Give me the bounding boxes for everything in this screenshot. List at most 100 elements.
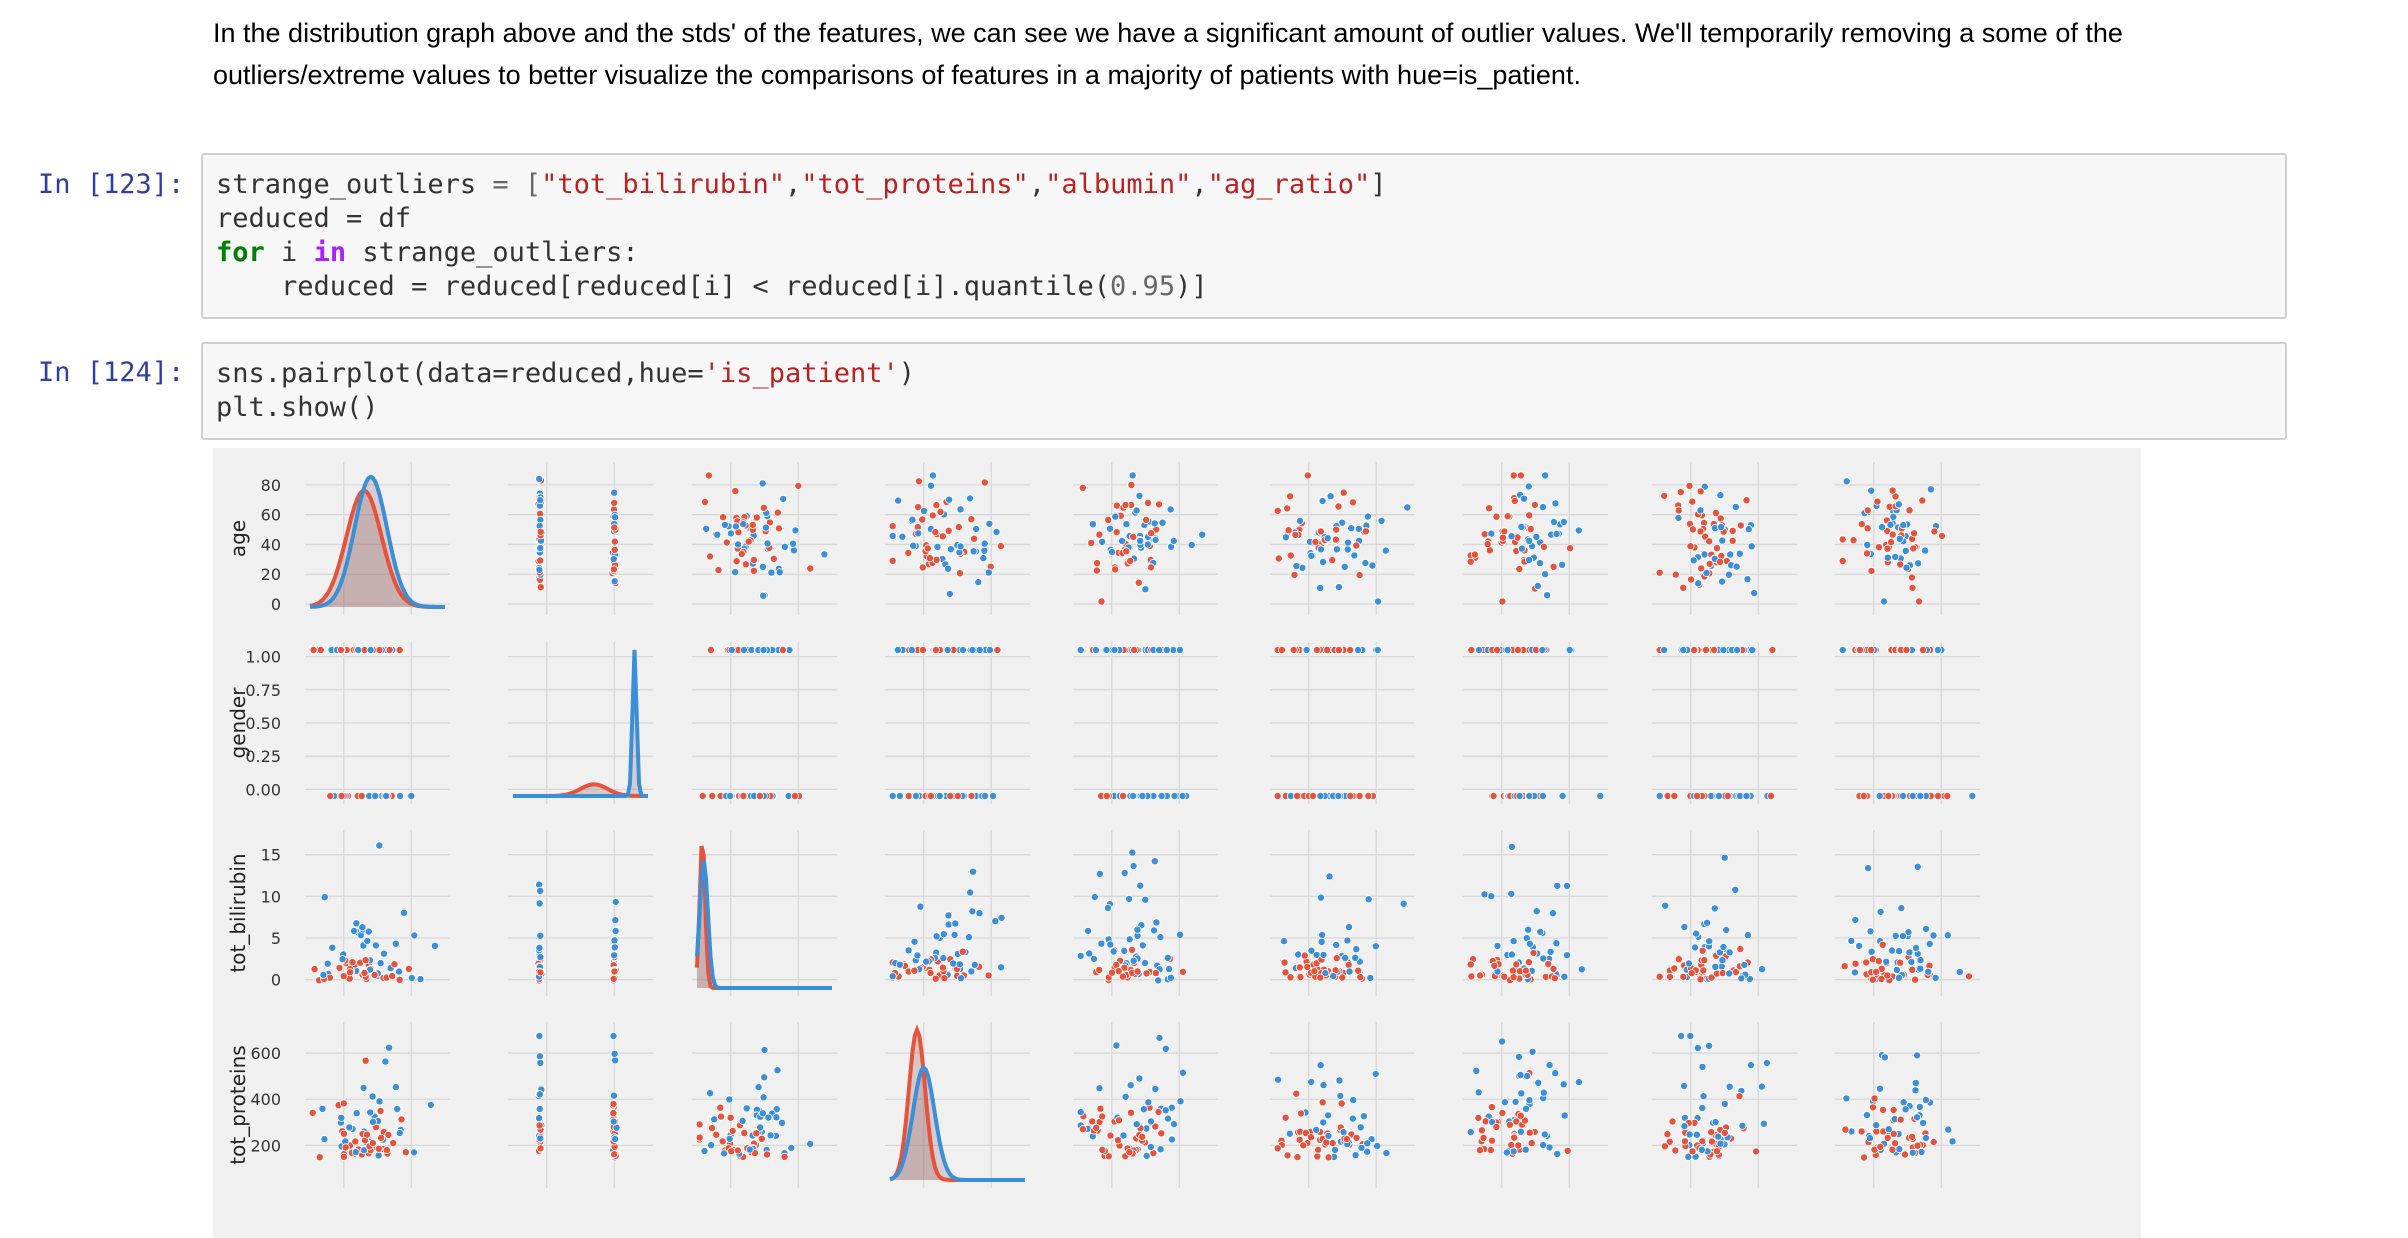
scatter-point-blue (1125, 935, 1134, 944)
scatter-point-blue (376, 959, 385, 968)
scatter-point-red (1530, 500, 1539, 509)
scatter-point-blue (895, 791, 904, 800)
scatter-point-blue (1187, 541, 1196, 550)
scatter-point-red (1078, 1125, 1087, 1134)
scatter-point-blue (1118, 537, 1127, 546)
scatter-point-red (1527, 1139, 1536, 1148)
scatter-point-red (1286, 492, 1295, 501)
scatter-point-red (718, 1137, 727, 1146)
scatter-point-red (1286, 973, 1295, 982)
scatter-point-red (336, 645, 345, 654)
scatter-point-red (1707, 973, 1716, 982)
scatter-point-blue (1692, 1130, 1701, 1139)
scatter-point-red (1879, 1105, 1888, 1114)
scatter-point-blue (1336, 1091, 1345, 1100)
scatter-point-red (1860, 1153, 1869, 1162)
scatter-point-red (1674, 955, 1683, 964)
scatter-point-red (1718, 969, 1727, 978)
scatter-point-red (1283, 504, 1292, 513)
code-cell-123[interactable]: strange_outliers = ["tot_bilirubin","tot… (201, 153, 2287, 319)
scatter-point-blue (1867, 486, 1876, 495)
scatter-point-blue (375, 1097, 384, 1106)
scatter-point-red (401, 1148, 410, 1157)
scatter-point-blue (731, 522, 740, 531)
scatter-point-red (1154, 1108, 1163, 1117)
scatter-point-blue (1705, 937, 1714, 946)
scatter-point-blue (1095, 869, 1104, 878)
scatter-point-blue (1366, 973, 1375, 982)
scatter-point-blue (536, 886, 545, 895)
scatter-point-red (1699, 966, 1708, 975)
scatter-point-red (1838, 557, 1847, 566)
scatter-point-blue (1321, 969, 1330, 978)
scatter-point-blue (790, 546, 799, 555)
scatter-point-blue (992, 528, 1001, 537)
scatter-point-blue (1541, 570, 1550, 579)
scatter-point-blue (1500, 1098, 1509, 1107)
scatter-point-blue (1324, 1111, 1333, 1120)
scatter-point-blue (773, 1066, 782, 1075)
scatter-point-red (1346, 645, 1355, 654)
scatter-point-blue (1364, 895, 1373, 904)
scatter-point-blue (1933, 645, 1942, 654)
scatter-point-blue (1120, 868, 1129, 877)
scatter-point-blue (610, 943, 619, 952)
scatter-point-blue (785, 645, 794, 654)
scatter-point-red (938, 963, 947, 972)
scatter-point-blue (1523, 1071, 1532, 1080)
scatter-point-red (1295, 1135, 1304, 1144)
scatter-point-red (1328, 556, 1337, 565)
tick-label: 5 (271, 929, 281, 948)
scatter-point-red (1688, 525, 1697, 534)
scatter-point-blue (1717, 523, 1726, 532)
scatter-point-red (759, 503, 768, 512)
scatter-point-blue (1899, 521, 1908, 530)
scatter-point-blue (1883, 553, 1892, 562)
scatter-point-red (752, 513, 761, 522)
scatter-point-blue (944, 564, 953, 573)
scatter-point-red (1544, 959, 1553, 968)
scatter-point-red (1867, 566, 1876, 575)
scatter-point-red (1293, 1153, 1302, 1162)
scatter-point-blue (409, 1148, 418, 1157)
scatter-point-blue (1106, 940, 1115, 949)
scatter-point-red (1888, 486, 1897, 495)
scatter-point-red (1500, 972, 1509, 981)
scatter-point-blue (391, 939, 400, 948)
scatter-point-red (731, 487, 740, 496)
scatter-point-blue (1507, 842, 1516, 851)
scatter-point-blue (1158, 518, 1167, 527)
scatter-point-red (1870, 1094, 1879, 1103)
scatter-point-blue (1565, 645, 1574, 654)
code-line-1: strange_outliers = ["tot_bilirubin","tot… (216, 169, 1387, 200)
scatter-point-blue (1329, 972, 1338, 981)
scatter-point-blue (1902, 563, 1911, 572)
scatter-point-blue (956, 505, 965, 514)
scatter-point-blue (430, 941, 439, 950)
scatter-point-blue (1725, 948, 1734, 957)
scatter-point-blue (1507, 950, 1516, 959)
scatter-point-red (609, 974, 618, 983)
scatter-point-blue (1525, 556, 1534, 565)
scatter-point-red (1479, 1134, 1488, 1143)
scatter-point-blue (1121, 1092, 1130, 1101)
scatter-point-blue (375, 841, 384, 850)
scatter-point-red (341, 1143, 350, 1152)
scatter-point-blue (968, 907, 977, 916)
scatter-point-red (535, 1121, 544, 1130)
code-line-2: reduced = df (216, 203, 412, 234)
scatter-point-blue (1715, 791, 1724, 800)
scatter-point-red (1147, 529, 1156, 538)
scatter-point-red (1509, 471, 1518, 480)
scatter-point-red (1698, 1137, 1707, 1146)
code-cell-124[interactable]: sns.pairplot(data=reduced,hue='is_patien… (201, 342, 2287, 440)
scatter-point-blue (1319, 557, 1328, 566)
scatter-point-red (954, 523, 963, 532)
scatter-point-red (1284, 526, 1293, 535)
scatter-point-red (1840, 962, 1849, 971)
scatter-point-red (1915, 597, 1924, 606)
scatter-point-red (337, 791, 346, 800)
scatter-point-red (1680, 1137, 1689, 1146)
scatter-point-red (1126, 557, 1135, 566)
scatter-point-blue (1720, 853, 1729, 862)
